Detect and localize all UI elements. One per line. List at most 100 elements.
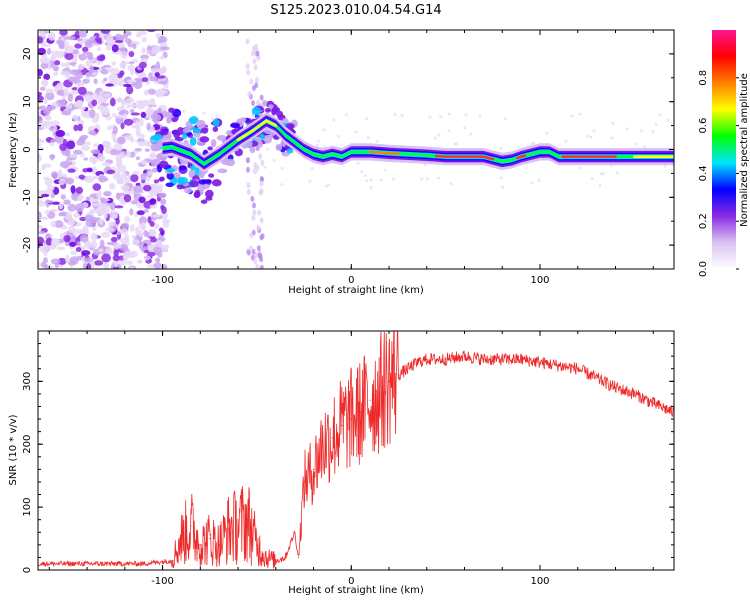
speckle-mark [38, 91, 43, 97]
spectrogram-blob [150, 135, 161, 141]
spectrogram-blob [217, 168, 228, 174]
speckle-mark [43, 73, 51, 81]
speckle-mark [447, 112, 451, 116]
speckle-mark [65, 61, 70, 70]
snr-data-point [445, 358, 447, 360]
speckle-mark [379, 178, 383, 182]
speckle-mark [439, 115, 443, 119]
speckle-mark [654, 123, 658, 127]
speckle-mark [578, 112, 582, 116]
speckle-mark [120, 184, 130, 192]
y-tick-label: -20 [22, 237, 33, 253]
speckle-mark [182, 109, 186, 113]
speckle-mark [115, 217, 120, 225]
speckle-mark [95, 112, 100, 121]
spectrogram-blob [262, 100, 268, 107]
speckle-mark [126, 260, 133, 266]
speckle-mark [105, 115, 112, 121]
speckle-mark [55, 129, 65, 138]
speckle-mark [252, 45, 257, 52]
speckle-mark [153, 179, 159, 184]
speckle-mark [149, 229, 156, 237]
speckle-mark [366, 136, 370, 140]
speckle-mark [344, 113, 348, 117]
spectrogram-blob [205, 189, 214, 199]
speckle-mark [254, 252, 259, 259]
speckle-mark [97, 152, 104, 161]
speckle-mark [400, 113, 404, 117]
speckle-mark [38, 138, 43, 143]
speckle-mark [157, 89, 168, 95]
spectrogram-y-label: Frequency (Hz) [8, 112, 19, 188]
speckle-mark [254, 170, 258, 174]
speckle-mark [82, 168, 89, 173]
spectrogram-blob [287, 125, 294, 131]
speckle-mark [147, 88, 157, 95]
spectrogram-blob [150, 159, 161, 165]
snr-data-point [633, 393, 635, 395]
speckle-mark [90, 208, 97, 213]
speckle-mark [38, 225, 43, 229]
speckle-mark [108, 221, 116, 227]
speckle-mark [41, 78, 49, 88]
speckle-mark [92, 202, 100, 207]
speckle-mark [56, 246, 66, 251]
snr-frame [37, 330, 675, 571]
speckle-mark [43, 97, 48, 105]
speckle-mark [136, 259, 143, 264]
speckle-mark [392, 177, 396, 181]
speckle-mark [107, 67, 115, 73]
speckle-mark [256, 224, 261, 231]
y-tick-label: -10 [22, 189, 33, 205]
speckle-mark [38, 95, 44, 102]
speckle-mark [115, 158, 123, 166]
speckle-mark [38, 142, 42, 147]
snr-data-point [218, 544, 220, 546]
speckle-mark [63, 199, 71, 205]
spectrogram-blob [212, 126, 219, 132]
speckle-mark [449, 182, 453, 186]
speckle-mark [131, 234, 137, 239]
speckle-mark [634, 142, 638, 146]
spectrogram-blob [271, 107, 277, 116]
speckle-mark [75, 186, 84, 194]
speckle-mark [658, 113, 662, 117]
snr-data-point [303, 481, 305, 483]
speckle-mark [106, 45, 112, 51]
speckle-mark [151, 46, 161, 54]
speckle-mark [537, 178, 541, 182]
speckle-mark [254, 76, 259, 83]
speckle-mark [102, 262, 110, 269]
spectrogram-blob [181, 132, 188, 140]
speckle-mark [86, 168, 93, 173]
speckle-mark [44, 209, 50, 215]
speckle-mark [69, 256, 79, 266]
speckle-mark [129, 208, 134, 216]
speckle-mark [447, 129, 451, 133]
speckle-mark [590, 177, 594, 181]
speckle-mark [52, 65, 60, 71]
speckle-mark [110, 97, 116, 107]
speckle-mark [260, 159, 265, 166]
speckle-mark [433, 136, 437, 140]
speckle-mark [258, 153, 263, 160]
speckle-mark [38, 262, 42, 268]
speckle-mark [135, 103, 143, 109]
speckle-mark [38, 196, 42, 203]
spectrogram-blob [194, 190, 201, 198]
speckle-mark [38, 111, 42, 117]
speckle-mark [159, 198, 167, 205]
speckle-mark [259, 188, 264, 195]
speckle-mark [96, 190, 102, 200]
speckle-mark [423, 163, 427, 167]
spectrogram-blob [174, 136, 184, 142]
speckle-mark [140, 159, 147, 165]
speckle-mark [58, 178, 66, 186]
speckle-mark [126, 97, 135, 104]
snr-data-point [190, 525, 192, 527]
speckle-mark [253, 64, 258, 71]
colorbar-tick-label: 0.8 [698, 70, 709, 86]
speckle-mark [369, 185, 373, 189]
spectrogram-hot-segment [236, 119, 278, 142]
snr-y-label: SNR (10 * v/v) [8, 414, 19, 485]
